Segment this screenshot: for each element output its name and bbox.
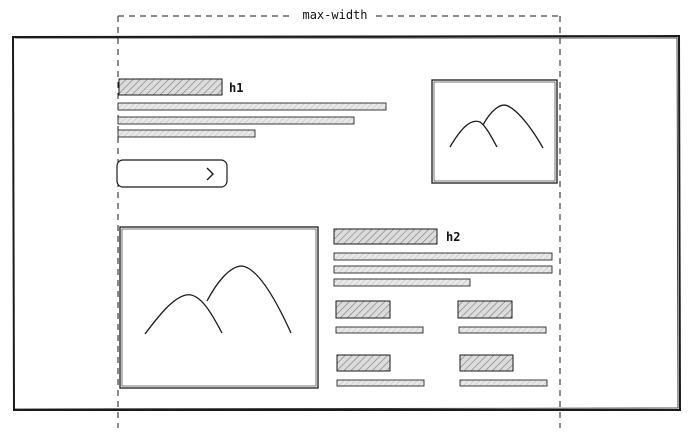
h1-label: h1 [229, 81, 243, 95]
section-heading-placeholder [333, 228, 438, 245]
feature-item [336, 354, 425, 387]
hero-text-line [117, 129, 256, 138]
feature-item-text [458, 326, 547, 334]
feature-item-title [336, 354, 391, 372]
hero-text-line [117, 116, 355, 125]
feature-item-title [459, 354, 514, 372]
feature-image [119, 226, 319, 389]
feature-item [457, 300, 547, 334]
feature-item-title [335, 300, 391, 319]
feature-item [459, 354, 548, 387]
hero-section: h1 [116, 78, 558, 188]
section-text-line [333, 265, 553, 274]
max-width-container: max-width [117, 8, 561, 428]
mountain-image-icon [449, 104, 544, 149]
section-text-line [333, 252, 553, 261]
viewport-frame [11, 34, 682, 411]
section-text-line [333, 278, 471, 287]
feature-section: h2 [119, 226, 553, 389]
hero-heading-placeholder [118, 78, 223, 96]
mountain-image-icon [144, 265, 292, 335]
max-width-label: max-width [302, 8, 367, 22]
h2-label: h2 [446, 230, 460, 244]
feature-item [335, 300, 424, 334]
feature-item-text [459, 379, 548, 387]
feature-item-text [335, 326, 424, 334]
feature-item-title [457, 300, 513, 319]
chevron-right-icon [206, 167, 214, 181]
hero-image [431, 79, 558, 184]
feature-item-text [336, 379, 425, 387]
cta-button[interactable] [116, 159, 228, 188]
hero-text-line [117, 102, 387, 111]
